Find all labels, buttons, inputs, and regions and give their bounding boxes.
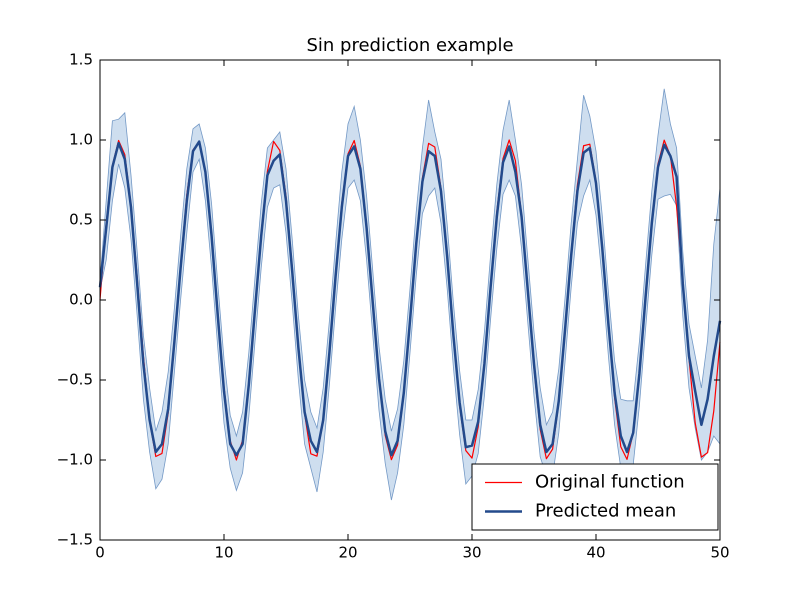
- x-tick-label: 40: [586, 544, 605, 562]
- x-tick-label: 0: [95, 544, 105, 562]
- legend-label: Predicted mean: [535, 501, 676, 522]
- y-tick-label: 1.5: [69, 51, 93, 69]
- y-tick-label: −1.0: [57, 451, 93, 469]
- x-tick-label: 30: [462, 544, 481, 562]
- x-tick-label: 50: [710, 544, 729, 562]
- chart-title: Sin prediction example: [306, 35, 513, 56]
- x-tick-label: 20: [338, 544, 357, 562]
- y-tick-label: −1.5: [57, 531, 93, 549]
- series-line: [98, 140, 722, 457]
- x-tick-label: 10: [214, 544, 233, 562]
- legend-label: Original function: [535, 472, 685, 493]
- y-tick-label: 1.0: [69, 131, 93, 149]
- legend: Original function Predicted mean: [471, 463, 719, 531]
- legend-box: [471, 463, 719, 531]
- y-tick-label: 0.0: [69, 291, 93, 309]
- y-tick-label: 0.5: [69, 211, 93, 229]
- y-tick-label: −0.5: [57, 371, 93, 389]
